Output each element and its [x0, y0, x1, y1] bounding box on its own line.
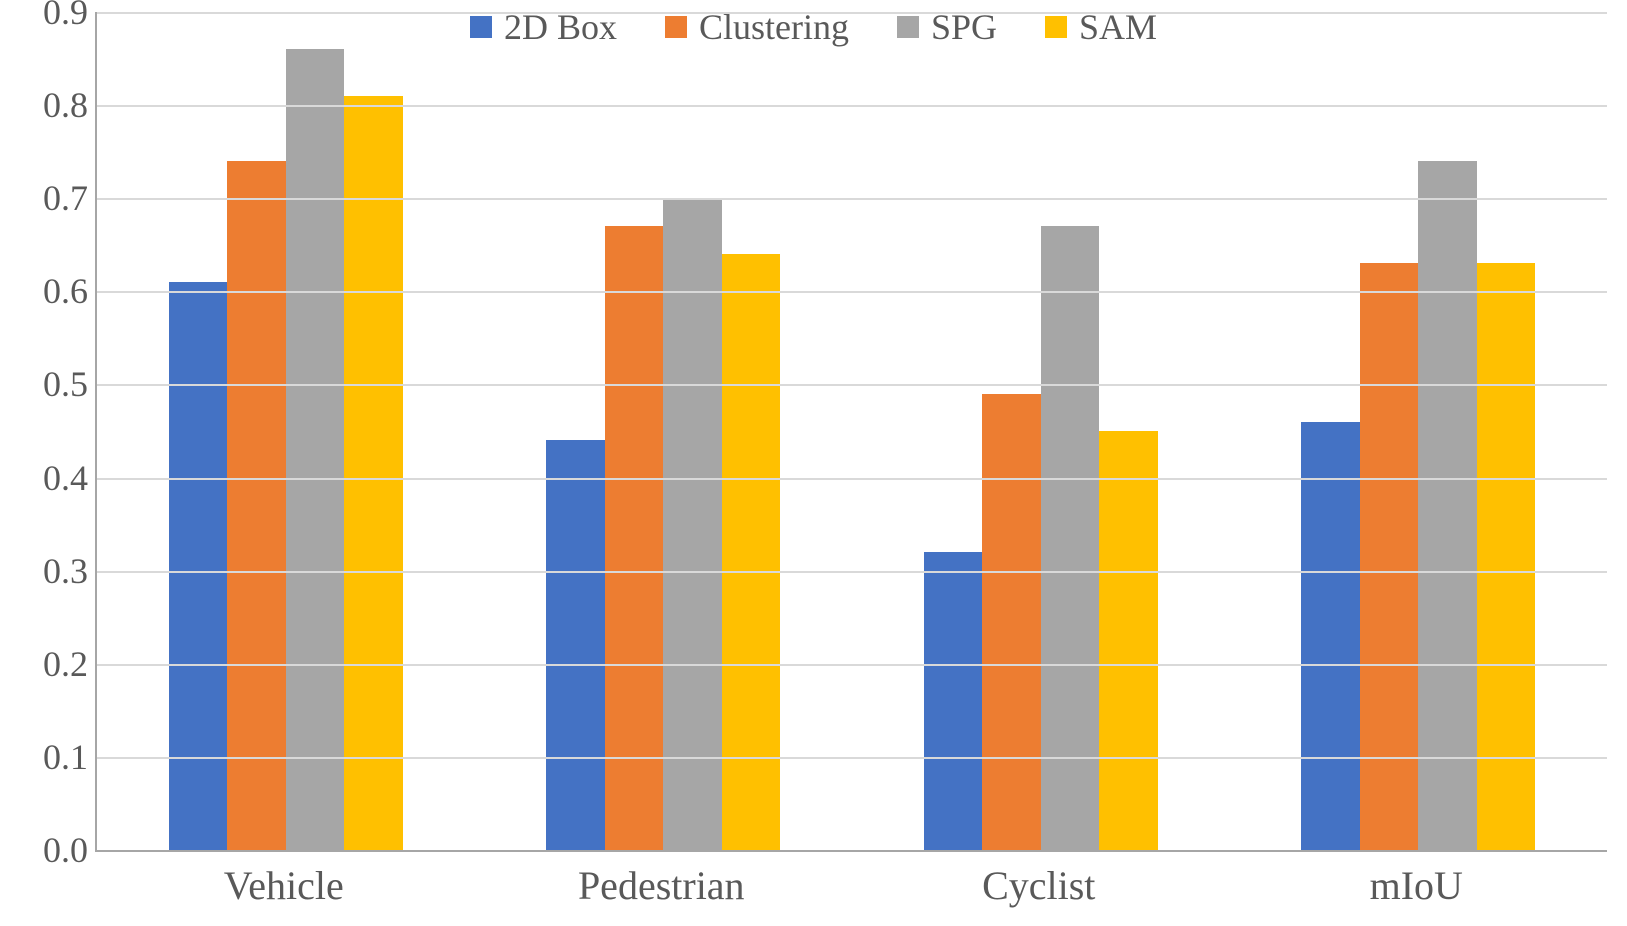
bar [1477, 263, 1536, 850]
bar [546, 440, 605, 850]
bar [722, 254, 781, 850]
gridline [97, 105, 1607, 107]
bar [286, 49, 345, 850]
bar [982, 394, 1041, 850]
gridline [97, 291, 1607, 293]
bar [227, 161, 286, 850]
bar-group [546, 12, 780, 850]
gridline [97, 384, 1607, 386]
bar [924, 552, 983, 850]
gridline [97, 12, 1607, 14]
plot-area [95, 12, 1607, 852]
y-tick-label: 0.6 [8, 270, 88, 312]
x-category-label: Vehicle [134, 862, 434, 909]
x-category-label: mIoU [1266, 862, 1566, 909]
y-tick-label: 0.7 [8, 177, 88, 219]
bar [1360, 263, 1419, 850]
gridline [97, 757, 1607, 759]
gridline [97, 198, 1607, 200]
y-tick-label: 0.9 [8, 0, 88, 33]
gridline [97, 571, 1607, 573]
bar [1099, 431, 1158, 850]
bar [169, 282, 228, 850]
bar [663, 198, 722, 850]
gridline [97, 664, 1607, 666]
bar-group [924, 12, 1158, 850]
y-tick-label: 0.8 [8, 84, 88, 126]
bar-group [1301, 12, 1535, 850]
bar [1301, 422, 1360, 850]
x-category-label: Pedestrian [511, 862, 811, 909]
y-tick-label: 0.2 [8, 643, 88, 685]
y-tick-label: 0.4 [8, 457, 88, 499]
y-tick-label: 0.0 [8, 829, 88, 871]
bar [1418, 161, 1477, 850]
bar [344, 96, 403, 850]
x-category-label: Cyclist [889, 862, 1189, 909]
bar-groups [97, 12, 1607, 850]
bar-chart: 2D BoxClusteringSPGSAM 0.00.10.20.30.40.… [0, 0, 1627, 926]
y-tick-label: 0.5 [8, 363, 88, 405]
bar-group [169, 12, 403, 850]
y-tick-label: 0.3 [8, 550, 88, 592]
gridline [97, 478, 1607, 480]
y-tick-label: 0.1 [8, 736, 88, 778]
